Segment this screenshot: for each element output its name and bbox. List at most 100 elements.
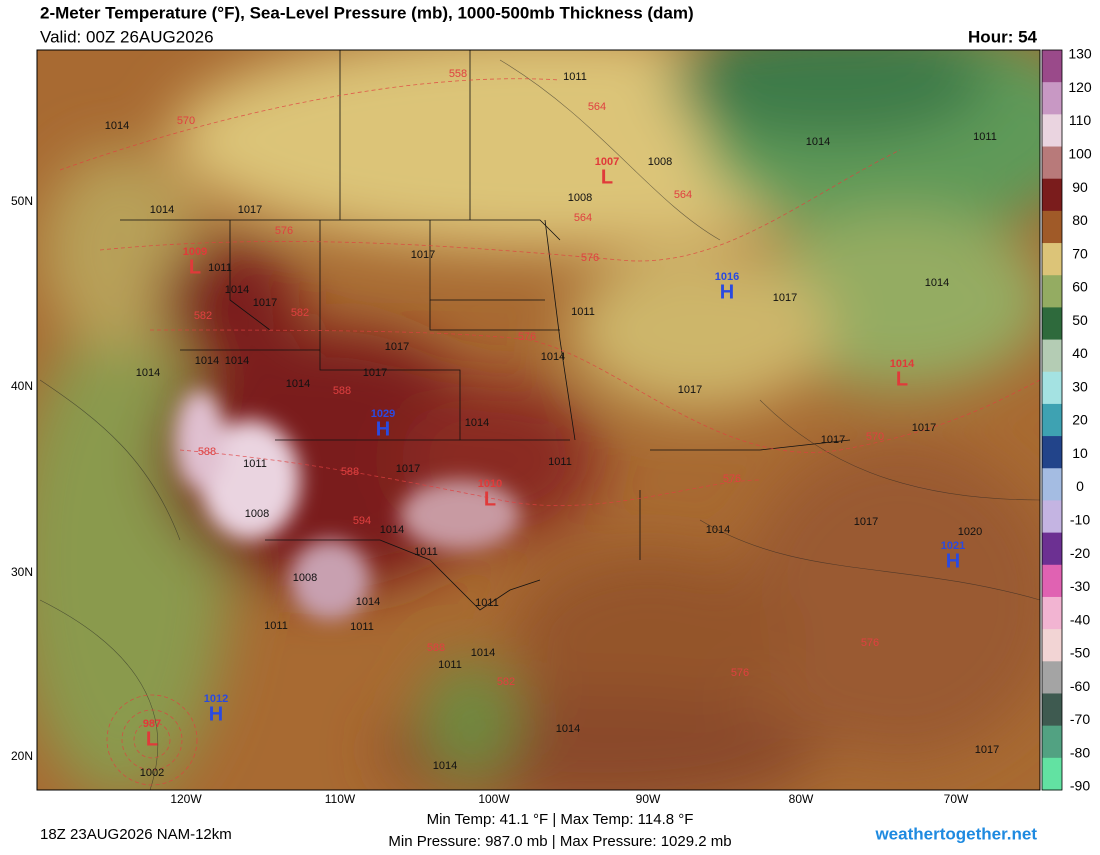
isobar-label: 1008 (245, 508, 269, 520)
lon-label: 70W (944, 792, 969, 806)
colorbar-segment (1042, 468, 1062, 501)
colorbar-label: -90 (1070, 778, 1090, 794)
colorbar-segment (1042, 178, 1062, 212)
colorbar-segment (1042, 243, 1062, 276)
valid-time: Valid: 00Z 26AUG2026 (40, 27, 214, 46)
lon-label: 100W (478, 792, 510, 806)
colorbar-segment (1042, 564, 1062, 598)
lon-label: 120W (170, 792, 202, 806)
thickness-label: 588 (333, 385, 351, 397)
colorbar-label: 100 (1068, 146, 1092, 162)
colorbar-segment (1042, 629, 1062, 662)
isobar-label: 1014 (706, 524, 730, 536)
lon-label: 110W (325, 792, 356, 806)
lon-label: 80W (789, 792, 814, 806)
colorbar-label: -10 (1070, 512, 1090, 528)
colorbar-frame (1041, 49, 1063, 791)
isobar-label: 1011 (563, 71, 587, 83)
colorbar-segment (1042, 82, 1062, 115)
isobar-label: 1014 (195, 355, 219, 367)
thickness-label: 576 (861, 637, 879, 649)
thickness-label: 588 (341, 466, 359, 478)
thickness-label: 576 (518, 331, 536, 343)
thickness-label: 570 (866, 431, 884, 443)
colorbar-segment (1042, 661, 1062, 694)
colorbar-segment (1042, 757, 1062, 791)
isobar-label: 1017 (253, 297, 277, 309)
thickness-label: 576 (731, 667, 749, 679)
isobar-label: 1014 (356, 596, 380, 608)
colorbar-segment (1042, 114, 1062, 148)
thickness-label: 594 (353, 515, 371, 527)
thickness-label: 582 (194, 310, 212, 322)
isobar-label: 1014 (541, 351, 565, 363)
lat-label: 30N (11, 565, 33, 579)
pressure-center-symbol: H (376, 418, 390, 440)
thickness-label: 576 (275, 225, 293, 237)
pressure-center-value: 987 (143, 718, 161, 730)
pressure-center-value: 1009 (183, 246, 207, 258)
pressure-center-value: 1007 (595, 156, 619, 168)
pressure-center-symbol: H (209, 703, 223, 725)
pressure-center-value: 1016 (715, 271, 739, 283)
colorbar-label: 40 (1072, 345, 1088, 361)
isobar-label: 1011 (973, 131, 997, 143)
colorbar-label: 20 (1072, 412, 1088, 428)
isobar-label: 1017 (678, 384, 702, 396)
isobar-label: 1014 (225, 284, 249, 296)
thickness-label: 564 (588, 101, 606, 113)
isobar-label: 1002 (140, 767, 164, 779)
lat-label: 20N (11, 749, 33, 763)
isobar-label: 1011 (264, 620, 288, 632)
colorbar-label: -60 (1070, 678, 1090, 694)
colorbar-label: -30 (1070, 578, 1090, 594)
pressure-center-symbol: L (189, 256, 201, 278)
isobar-label: 1014 (925, 277, 949, 289)
isobar-label: 1017 (238, 204, 262, 216)
colorbar-label: -80 (1070, 744, 1090, 760)
colorbar-label: 0 (1076, 478, 1084, 494)
lat-label: 40N (11, 379, 33, 393)
isobar-label: 1017 (912, 422, 936, 434)
pressure-center-value: 1021 (941, 540, 965, 552)
isobar-label: 1017 (396, 463, 420, 475)
isobar-label: 1011 (548, 456, 572, 468)
pressure-center-symbol: L (896, 368, 908, 390)
isobar-label: 1011 (208, 262, 232, 274)
pressure-center-symbol: L (601, 166, 613, 188)
colorbar-label: -40 (1070, 611, 1090, 627)
isobar-label: 1017 (854, 516, 878, 528)
colorbar-label: 130 (1068, 46, 1092, 62)
thickness-label: 588 (198, 446, 216, 458)
pressure-center-symbol: L (484, 488, 496, 510)
colorbar-segment (1042, 500, 1062, 534)
isobar-label: 1014 (105, 120, 129, 132)
isobar-label: 1017 (975, 744, 999, 756)
isobar-label: 1017 (411, 249, 435, 261)
thickness-label: 558 (449, 68, 467, 80)
colorbar-label: 60 (1072, 279, 1088, 295)
thickness-label: 576 (581, 252, 599, 264)
colorbar-label: 120 (1068, 79, 1092, 95)
thickness-label: 570 (177, 115, 195, 127)
lon-label: 90W (636, 792, 661, 806)
colorbar-segment (1042, 725, 1062, 759)
isobar-label: 1014 (225, 355, 249, 367)
temp-range: Min Temp: 41.1 °F | Max Temp: 114.8 °F (427, 811, 694, 828)
lat-label: 50N (11, 194, 33, 208)
colorbar-segment (1042, 275, 1062, 308)
isobar-label: 1011 (571, 306, 595, 318)
thickness-label: 564 (674, 189, 692, 201)
isobar-label: 1014 (806, 136, 830, 148)
thickness-label: 588 (427, 642, 445, 654)
isobar-label: 1011 (243, 458, 267, 470)
map-field (37, 50, 1040, 790)
isobar-label: 1014 (433, 760, 457, 772)
colorbar-label: 10 (1072, 445, 1088, 461)
colorbar-segment (1042, 371, 1062, 405)
isobar-label: 1008 (648, 156, 672, 168)
colorbar-segment (1042, 339, 1062, 373)
colorbar-label: -70 (1070, 711, 1090, 727)
map-frame (36, 49, 1041, 791)
